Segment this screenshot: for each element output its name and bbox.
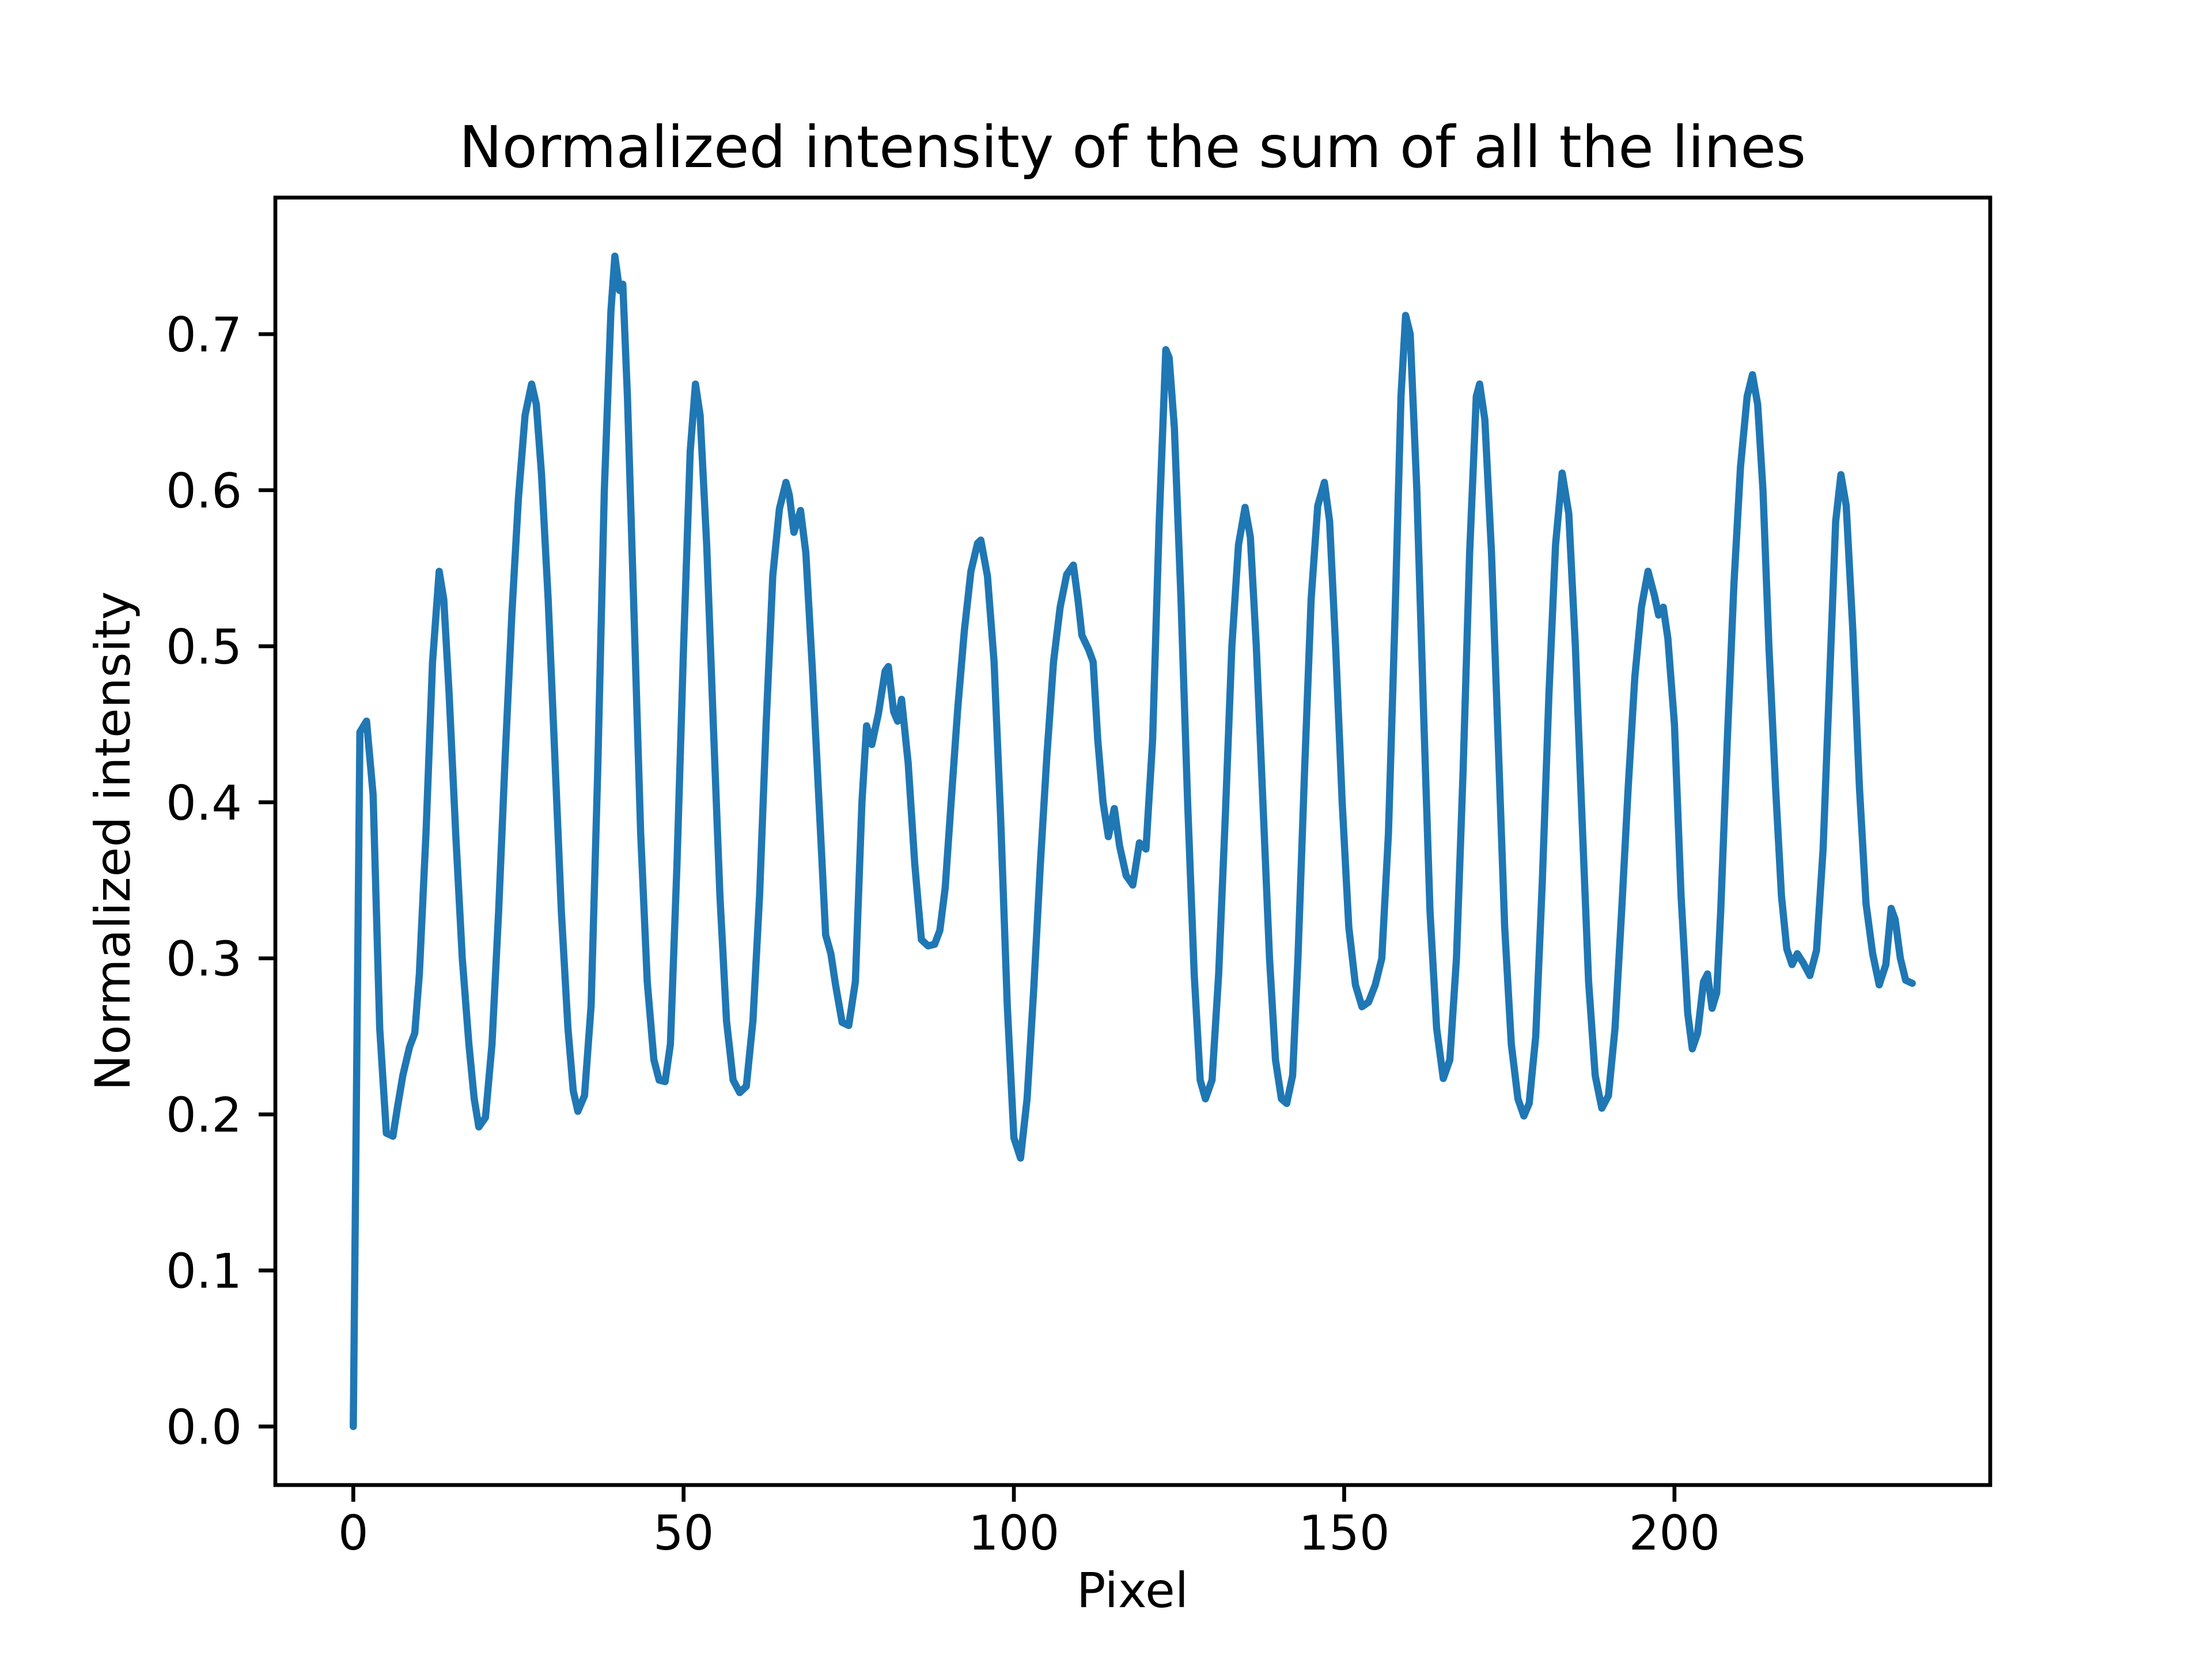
y-tick-label: 0.1 — [166, 1244, 242, 1300]
x-tick-label: 0 — [338, 1505, 369, 1561]
y-tick-label: 0.3 — [166, 931, 242, 987]
x-tick-label: 50 — [653, 1505, 714, 1561]
x-axis: 0 50 100 150 200 — [338, 1485, 1720, 1561]
y-tick-label: 0.7 — [166, 307, 242, 363]
y-axis: 0.0 0.1 0.2 0.3 0.4 0.5 0.6 0.7 — [166, 307, 275, 1455]
y-tick-label: 0.4 — [166, 775, 242, 831]
y-tick-label: 0.0 — [166, 1399, 242, 1455]
x-axis-label: Pixel — [1077, 1562, 1188, 1619]
intensity-line — [350, 252, 1916, 1430]
y-axis-label: Normalized intensity — [85, 591, 141, 1090]
x-tick-label: 100 — [968, 1505, 1059, 1561]
plot-border — [273, 195, 1993, 1487]
y-tick-label: 0.6 — [166, 463, 242, 519]
x-tick-label: 150 — [1298, 1505, 1389, 1561]
chart-title: Normalized intensity of the sum of all t… — [459, 113, 1806, 181]
y-tick-label: 0.2 — [166, 1088, 242, 1143]
y-tick-label: 0.5 — [166, 619, 242, 675]
x-tick-label: 200 — [1629, 1505, 1720, 1561]
